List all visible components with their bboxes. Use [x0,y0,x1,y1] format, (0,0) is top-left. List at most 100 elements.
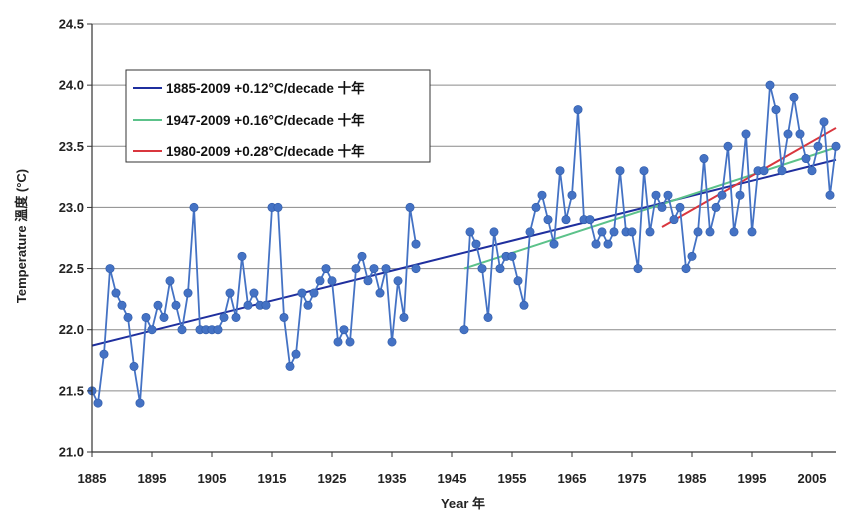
data-point [693,227,703,237]
data-point [573,105,583,115]
x-tick-label: 1955 [498,471,527,486]
data-point [387,337,397,347]
data-point [723,141,733,151]
data-point [375,288,385,298]
data-point [525,227,535,237]
data-point [315,276,325,286]
data-point [405,202,415,212]
y-tick-label: 22.0 [59,322,84,337]
data-point [603,239,613,249]
data-point [765,80,775,90]
y-tick-label: 21.0 [59,445,84,460]
data-point [489,227,499,237]
data-point [675,202,685,212]
data-point [297,288,307,298]
data-point [303,300,313,310]
legend-box [125,69,431,163]
data-point [759,166,769,176]
data-point [495,264,505,274]
data-point [99,349,109,359]
data-point [585,215,595,225]
data-point [633,264,643,274]
data-point [651,190,661,200]
data-point [567,190,577,200]
y-tick-label: 23.0 [59,200,84,215]
y-tick-label: 24.0 [59,78,84,93]
data-point [795,129,805,139]
data-point [813,141,823,151]
data-point [831,141,841,151]
data-point [705,227,715,237]
data-point [381,264,391,274]
data-point [687,251,697,261]
data-point [243,300,253,310]
data-point [309,288,319,298]
legend-label-3: 1980-2009 +0.28°C/decade 十年 [166,143,365,159]
data-point [357,251,367,261]
data-series [87,80,841,408]
data-point [399,312,409,322]
data-point [783,129,793,139]
data-point [285,361,295,371]
x-tick-label: 1895 [138,471,167,486]
y-axis-title: Temperature 溫度 (°C) [14,169,29,303]
data-point [729,227,739,237]
data-point [801,154,811,164]
data-point [369,264,379,274]
data-point [129,361,139,371]
data-point [465,227,475,237]
y-tick-label: 22.5 [59,261,84,276]
x-tick-label: 1995 [738,471,767,486]
data-point [327,276,337,286]
x-tick-label: 1945 [438,471,467,486]
data-point [219,312,229,322]
data-point [165,276,175,286]
data-point [627,227,637,237]
data-point [141,312,151,322]
data-point [261,300,271,310]
y-tick-label: 23.5 [59,139,84,154]
x-tick-label: 1965 [558,471,587,486]
data-point [513,276,523,286]
data-point [543,215,553,225]
data-point [561,215,571,225]
data-point [231,312,241,322]
data-point [153,300,163,310]
data-point [459,325,469,335]
data-point [117,300,127,310]
data-point [93,398,103,408]
data-point [615,166,625,176]
data-point [393,276,403,286]
data-point [555,166,565,176]
data-point [531,202,541,212]
data-point [663,190,673,200]
data-point [591,239,601,249]
data-point [123,312,133,322]
x-tick-label: 2005 [798,471,827,486]
data-point [147,325,157,335]
data-point [225,288,235,298]
data-point [189,202,199,212]
x-tick-label: 1935 [378,471,407,486]
data-point [273,202,283,212]
x-tick-label: 1925 [318,471,347,486]
trend-line-1 [91,158,837,347]
data-point [669,215,679,225]
data-point [741,129,751,139]
legend-label-1: 1885-2009 +0.12°C/decade 十年 [166,80,365,96]
data-point [699,154,709,164]
legend-label-2: 1947-2009 +0.16°C/decade 十年 [166,112,365,128]
data-point [519,300,529,310]
data-point [549,239,559,249]
data-point [291,349,301,359]
data-point [777,166,787,176]
data-point [345,337,355,347]
data-point [237,251,247,261]
x-tick-label: 1985 [678,471,707,486]
data-point [411,239,421,249]
x-tick-label: 1905 [198,471,227,486]
data-point [213,325,223,335]
data-point [711,202,721,212]
data-point [597,227,607,237]
y-tick-label: 24.5 [59,17,84,32]
